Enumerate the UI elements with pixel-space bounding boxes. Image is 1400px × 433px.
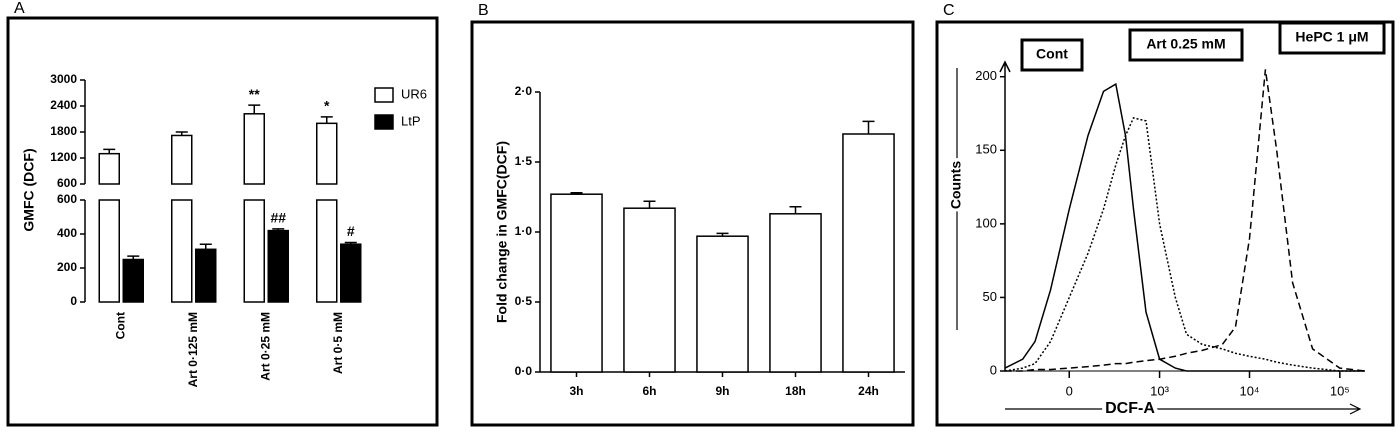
error-bar [320,116,333,124]
x-axis-label: DCF-A [1105,400,1155,417]
y-tick-label: 0 [990,362,997,377]
significance-marker: * [324,98,330,114]
histogram-line [1004,82,1365,372]
legend-label: Art 0.25 mM [1146,36,1225,52]
y-tick-label: 0·0 [515,364,533,378]
x-tick-label: 3h [569,384,583,398]
bar [340,243,362,303]
y-tick-label: 600 [57,176,77,190]
bar [195,248,217,303]
legend-label: UR6 [401,86,427,101]
significance-marker: ** [249,86,260,102]
x-tick-label: Cont [113,312,127,339]
y-tick-label: 150 [975,142,997,157]
x-tick-label: 10⁵ [1330,383,1350,398]
legend-label: LtP [401,113,421,128]
legend-box [1128,28,1244,62]
bar [316,199,338,303]
y-axis-label: GMFC (DCF) [21,148,37,231]
bar [623,207,676,373]
panel-frame [470,20,915,427]
error-bar [862,120,875,134]
panel-label: C [943,2,955,19]
significance-marker: ## [270,210,286,226]
y-tick-label: 2·0 [515,84,533,98]
error-bar [789,206,802,214]
panel-frame [935,20,1395,427]
x-tick-label: Art 0·25 mM [258,312,272,381]
x-tick-label: 10³ [1150,383,1169,398]
legend-box [1020,38,1084,72]
histogram-line [1005,69,1366,372]
y-tick-label: 600 [57,192,77,206]
error-bar [103,148,116,154]
x-tick-label: Art 0·125 mM [186,312,200,387]
bar [122,258,144,303]
error-bar [175,131,188,136]
error-bar [643,200,656,209]
y-tick-label: 200 [975,68,997,83]
legend-box [1278,21,1386,55]
error-bar [716,232,729,237]
y-tick-label: 1·5 [515,154,533,168]
y-tick-label: 3000 [50,72,77,86]
bar [316,122,338,185]
histogram-line [1004,117,1365,372]
error-bar [570,192,583,195]
legend-label: HePC 1 μM [1295,29,1368,45]
legend-swatch [374,87,394,103]
panel-label: A [14,0,25,17]
x-arrow [1005,403,1362,415]
bar [243,199,265,303]
x-tick-label: 18h [785,384,806,398]
error-bar [248,104,261,114]
bar [842,133,895,373]
bar [243,113,265,185]
y-axis [999,60,1011,371]
y-axis-label: Counts [948,161,964,209]
y-tick-label: 0 [70,294,77,308]
panel-label: B [478,2,489,19]
y-tick-label: 200 [57,260,77,274]
y-axis-label: Fold change in GMFC(DCF) [494,141,510,323]
error-bar [127,255,140,260]
y-tick-label: 400 [57,226,77,240]
bar [267,229,289,303]
x-tick-label: 10⁴ [1239,383,1259,398]
y-tick-label: 1800 [50,124,77,138]
error-bar [272,228,285,231]
x-tick-label: Art 0·5 mM [331,312,345,374]
bar [98,152,120,185]
bar [171,199,193,303]
error-bar [199,243,212,250]
bar [769,213,822,373]
x-tick-label: 0 [1066,383,1073,398]
y-tick-label: 1200 [50,150,77,164]
bar [98,199,120,303]
x-tick-label: 9h [715,384,729,398]
bar [696,235,749,373]
y-tick-label: 50 [983,289,997,304]
bar [550,193,603,373]
y-tick-label: 2400 [50,98,77,112]
y-tick-label: 1·0 [515,224,533,238]
x-tick-label: 24h [858,384,879,398]
y-tick-label: 0·5 [515,294,533,308]
panel-frame [6,16,439,427]
error-bar [344,241,357,245]
bar [171,134,193,185]
legend-swatch [374,114,394,130]
y-tick-label: 100 [975,215,997,230]
legend-label: Cont [1036,46,1068,62]
significance-marker: # [347,223,355,239]
x-tick-label: 6h [642,384,656,398]
